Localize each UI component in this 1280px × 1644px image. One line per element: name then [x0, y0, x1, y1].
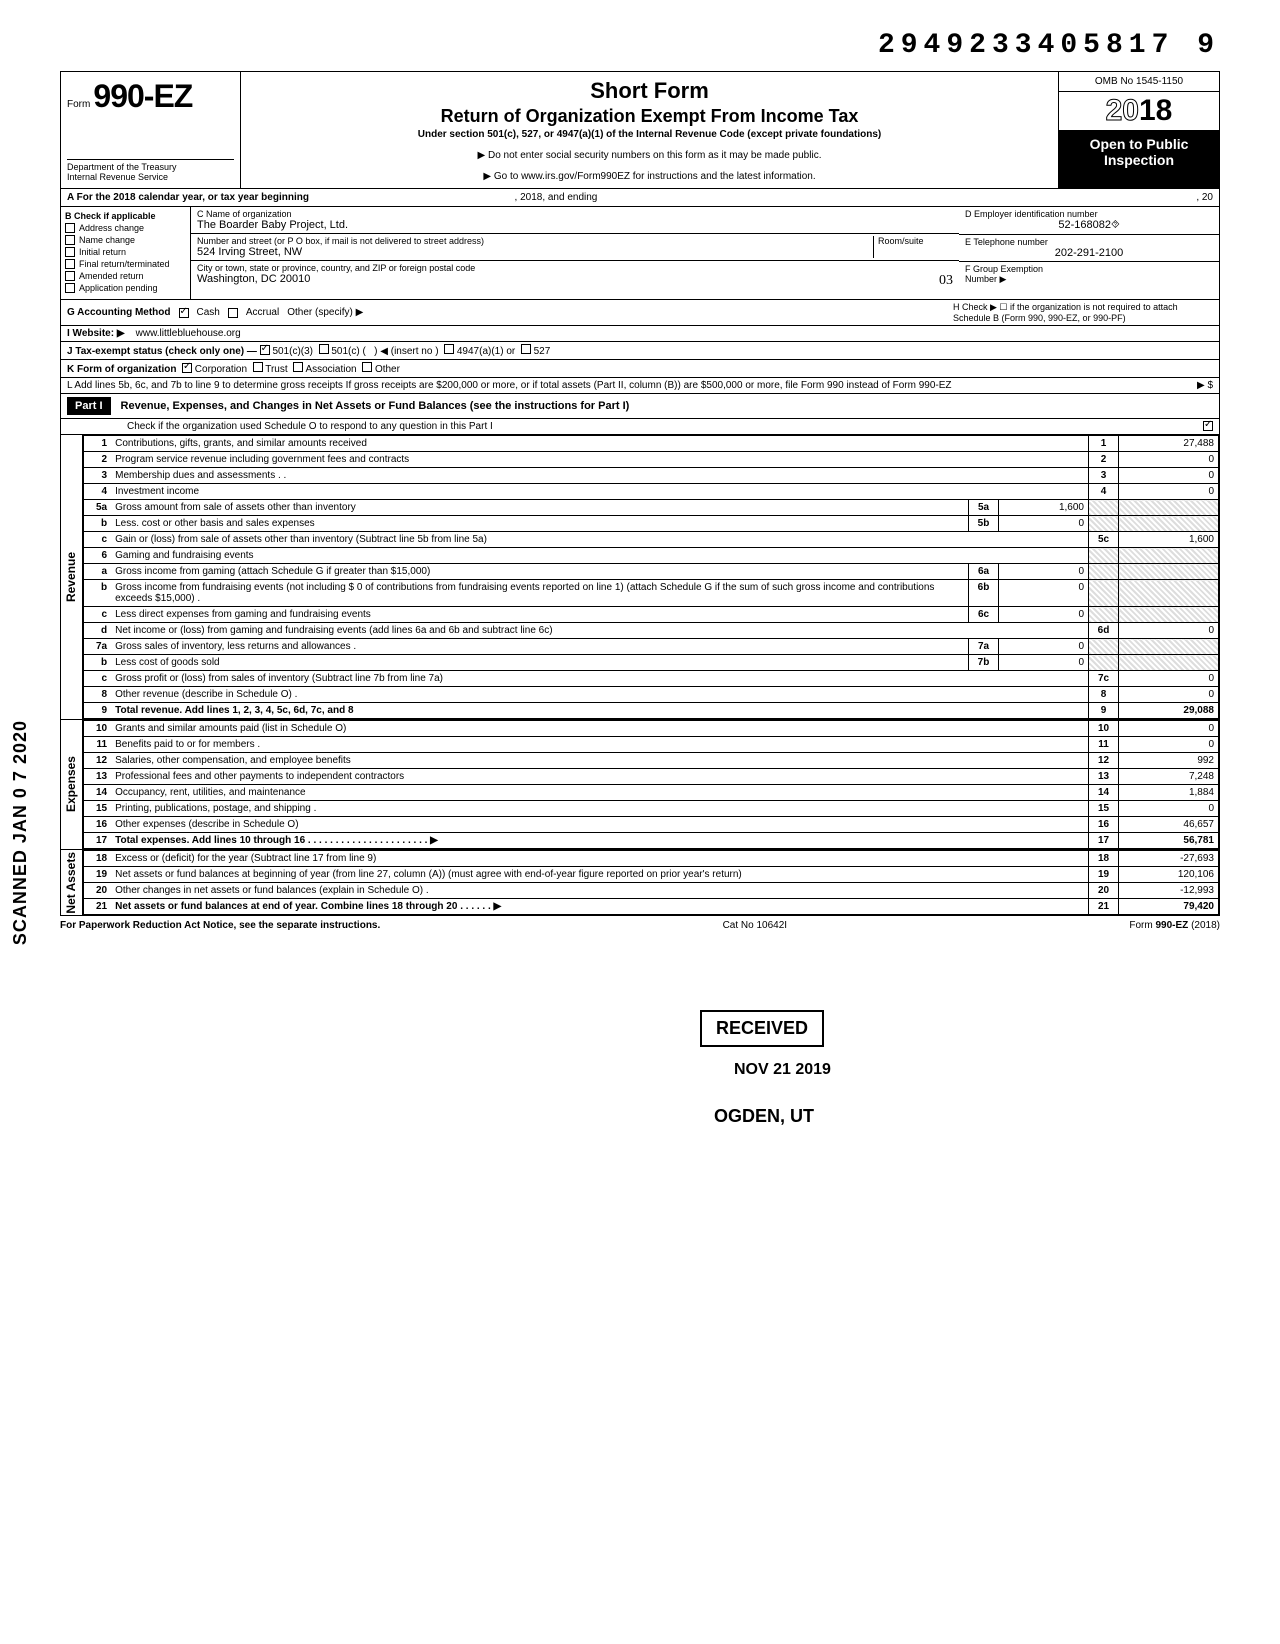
chk-501c[interactable] — [319, 344, 329, 354]
chk-amended[interactable] — [65, 271, 75, 281]
subtitle: Under section 501(c), 527, or 4947(a)(1)… — [251, 129, 1048, 140]
ein-label: D Employer identification number — [965, 209, 1098, 219]
tax-year: 2018 — [1059, 92, 1219, 130]
footer-left: For Paperwork Reduction Act Notice, see … — [60, 920, 380, 931]
chk-final-return[interactable] — [65, 259, 75, 269]
chk-name-change[interactable] — [65, 235, 75, 245]
part-i-header: Part I Revenue, Expenses, and Changes in… — [60, 394, 1220, 419]
handwritten-03: 03 — [939, 273, 953, 289]
addr-label: Number and street (or P O box, if mail i… — [197, 236, 484, 246]
received-date: NOV 21 2019 — [720, 1055, 845, 1085]
form-number: 990-EZ — [93, 78, 192, 114]
revenue-table: 1Contributions, gifts, grants, and simil… — [83, 435, 1219, 719]
revenue-section: Revenue 1Contributions, gifts, grants, a… — [60, 435, 1220, 720]
chk-schedule-o[interactable] — [1203, 421, 1213, 431]
footer-cat: Cat No 10642I — [723, 920, 788, 931]
title-short-form: Short Form — [251, 78, 1048, 104]
row-l: L Add lines 5b, 6c, and 7b to line 9 to … — [60, 378, 1220, 394]
row-j: J Tax-exempt status (check only one) — 5… — [60, 342, 1220, 360]
phone-label: E Telephone number — [965, 237, 1048, 247]
revenue-label: Revenue — [64, 552, 78, 602]
footer: For Paperwork Reduction Act Notice, see … — [60, 920, 1220, 931]
form-prefix: Form — [67, 99, 90, 110]
chk-app-pending[interactable] — [65, 283, 75, 293]
city-state-zip: Washington, DC 20010 — [197, 273, 310, 285]
document-id: 2949233405817 9 — [60, 30, 1220, 61]
name-label: C Name of organization — [197, 209, 292, 219]
group-exemption-number: Number ▶ — [965, 274, 1006, 284]
omb-number: OMB No 1545-1150 — [1059, 72, 1219, 92]
chk-accrual[interactable] — [228, 308, 238, 318]
col-b-header: B Check if applicable — [65, 211, 156, 221]
ogden-stamp: OGDEN, UT — [700, 1100, 828, 1133]
note-url: ▶ Go to www.irs.gov/Form990EZ for instru… — [251, 171, 1048, 182]
ein-value: 52-168082⯑ — [965, 219, 1213, 232]
chk-527[interactable] — [521, 344, 531, 354]
org-name: The Boarder Baby Project, Ltd. — [197, 219, 348, 231]
city-label: City or town, state or province, country… — [197, 263, 475, 273]
open-public: Open to Public — [1061, 136, 1217, 152]
expenses-label: Expenses — [64, 756, 78, 812]
form-header: Form 990-EZ Department of the Treasury I… — [60, 71, 1220, 189]
chk-association[interactable] — [293, 362, 303, 372]
row-a: A For the 2018 calendar year, or tax yea… — [60, 189, 1220, 207]
scanned-stamp: SCANNED JAN 0 7 2020 — [10, 720, 31, 945]
dept-irs: Internal Revenue Service — [67, 172, 234, 182]
chk-cash[interactable] — [179, 308, 189, 318]
row-i: I Website: ▶ www.littlebluehouse.org — [60, 326, 1220, 342]
chk-corporation[interactable] — [182, 363, 192, 373]
website-value: www.littlebluehouse.org — [136, 328, 241, 339]
group-exemption-label: F Group Exemption — [965, 264, 1043, 274]
netassets-section: Net Assets 18Excess or (deficit) for the… — [60, 850, 1220, 916]
expenses-section: Expenses 10Grants and similar amounts pa… — [60, 720, 1220, 850]
title-return: Return of Organization Exempt From Incom… — [251, 106, 1048, 127]
footer-form: Form 990-EZ (2018) — [1129, 920, 1220, 931]
inspection: Inspection — [1061, 152, 1217, 168]
street-address: 524 Irving Street, NW — [197, 246, 302, 258]
entity-info-grid: B Check if applicable Address change Nam… — [60, 207, 1220, 300]
room-label: Room/suite — [878, 236, 924, 246]
chk-4947[interactable] — [444, 344, 454, 354]
row-k: K Form of organization Corporation Trust… — [60, 360, 1220, 378]
part-i-check: Check if the organization used Schedule … — [60, 419, 1220, 435]
note-ssn: ▶ Do not enter social security numbers o… — [251, 150, 1048, 161]
chk-other-org[interactable] — [362, 362, 372, 372]
dept-treasury: Department of the Treasury — [67, 162, 234, 172]
expenses-table: 10Grants and similar amounts paid (list … — [83, 720, 1219, 849]
chk-initial-return[interactable] — [65, 247, 75, 257]
netassets-label: Net Assets — [64, 852, 78, 914]
chk-address-change[interactable] — [65, 223, 75, 233]
h-check: H Check ▶ ☐ if the organization is not r… — [953, 302, 1213, 323]
chk-501c3[interactable] — [260, 345, 270, 355]
chk-trust[interactable] — [253, 362, 263, 372]
phone-value: 202-291-2100 — [965, 247, 1213, 259]
netassets-table: 18Excess or (deficit) for the year (Subt… — [83, 850, 1219, 915]
row-g: G Accounting Method Cash Accrual Other (… — [60, 300, 1220, 326]
received-stamp: RECEIVED — [700, 1010, 824, 1047]
